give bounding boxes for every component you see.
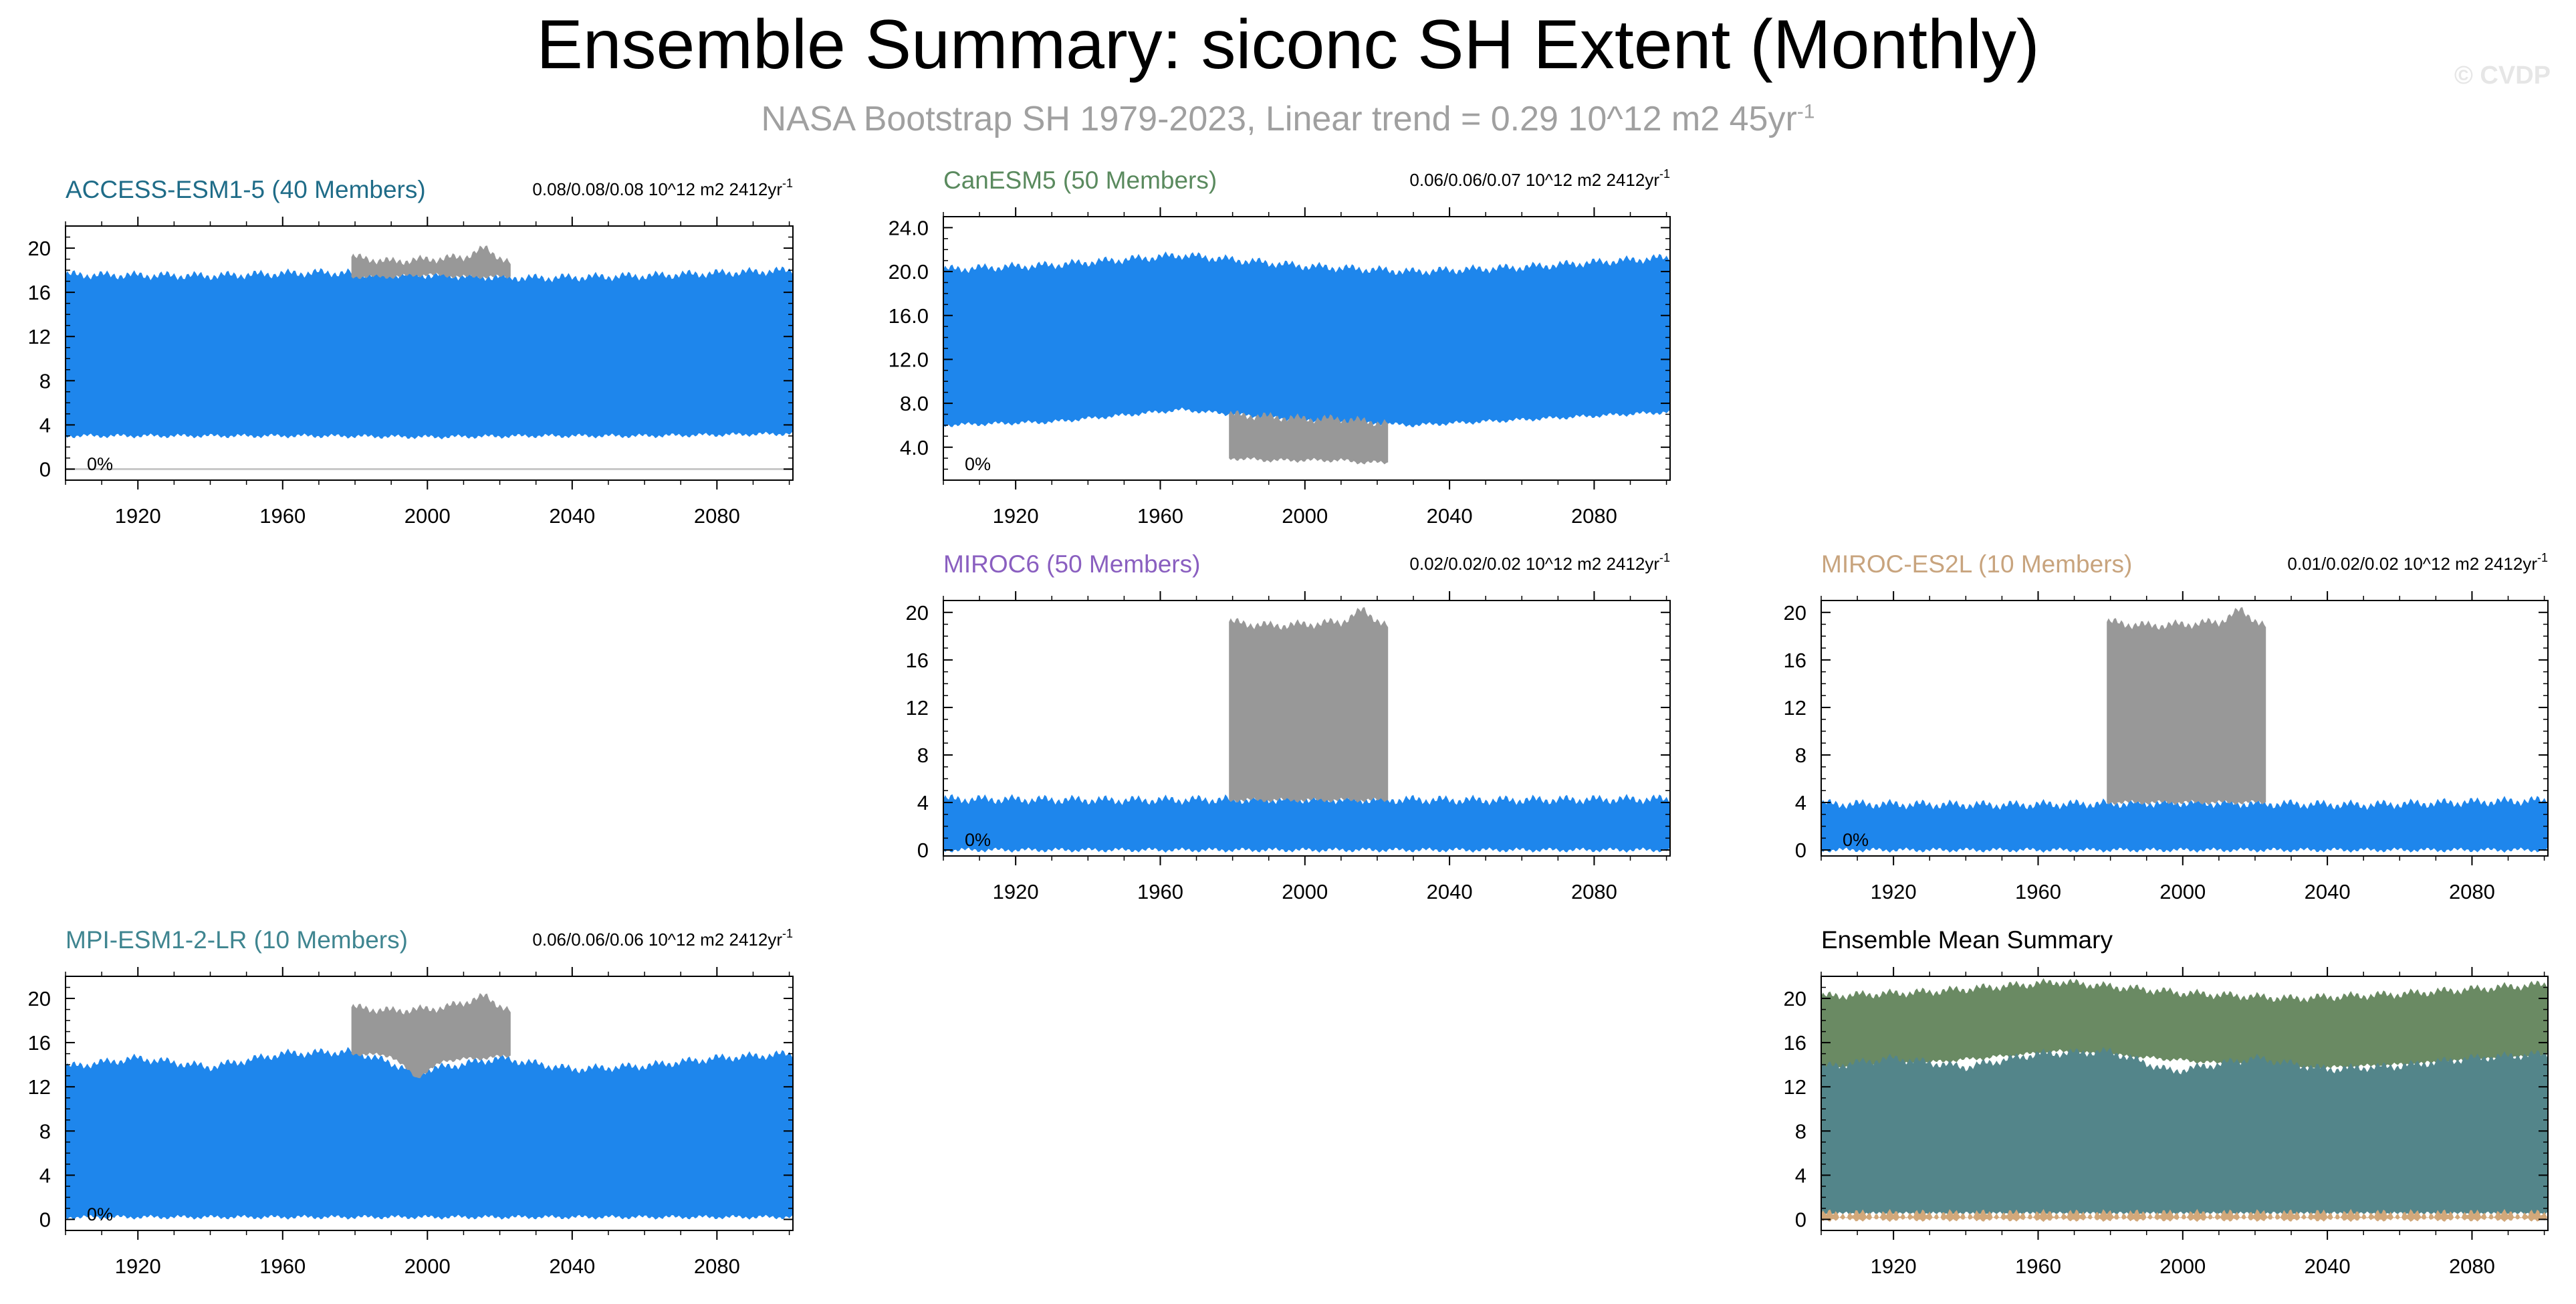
subtitle-text: NASA Bootstrap SH 1979-2023, Linear tren… xyxy=(761,100,1797,138)
ytick-label: 12 xyxy=(28,325,51,348)
percent-label: 0% xyxy=(87,454,113,474)
ytick-label: 0 xyxy=(39,457,51,481)
xtick-label: 2080 xyxy=(694,504,740,528)
subtitle: NASA Bootstrap SH 1979-2023, Linear tren… xyxy=(0,99,2576,139)
plot-frame xyxy=(65,225,794,481)
observations-band xyxy=(351,245,511,280)
xtick-label: 2040 xyxy=(549,504,595,528)
ytick-label: 8 xyxy=(39,369,51,393)
xtick-label: 1920 xyxy=(115,504,161,528)
panel-title: ACCESS-ESM1-5 (40 Members) xyxy=(66,176,426,203)
ensemble-band xyxy=(66,266,793,439)
trend-exponent: -1 xyxy=(782,177,793,190)
ytick-label: 16 xyxy=(28,281,51,304)
trend-text: 0.08/0.08/0.08 10^12 m2 2412yr-1 xyxy=(532,177,793,199)
xtick-label: 2000 xyxy=(404,504,451,528)
xtick-label: 1960 xyxy=(259,504,306,528)
ytick-label: 4 xyxy=(39,413,51,437)
main-title: Ensemble Summary: siconc SH Extent (Mont… xyxy=(536,6,2040,84)
credit-watermark: © CVDP xyxy=(2454,62,2551,90)
trend-value: 0.08/0.08/0.08 10^12 m2 2412yr xyxy=(532,179,782,199)
subtitle-exponent: -1 xyxy=(1796,100,1815,123)
ytick-label: 20 xyxy=(28,237,51,260)
